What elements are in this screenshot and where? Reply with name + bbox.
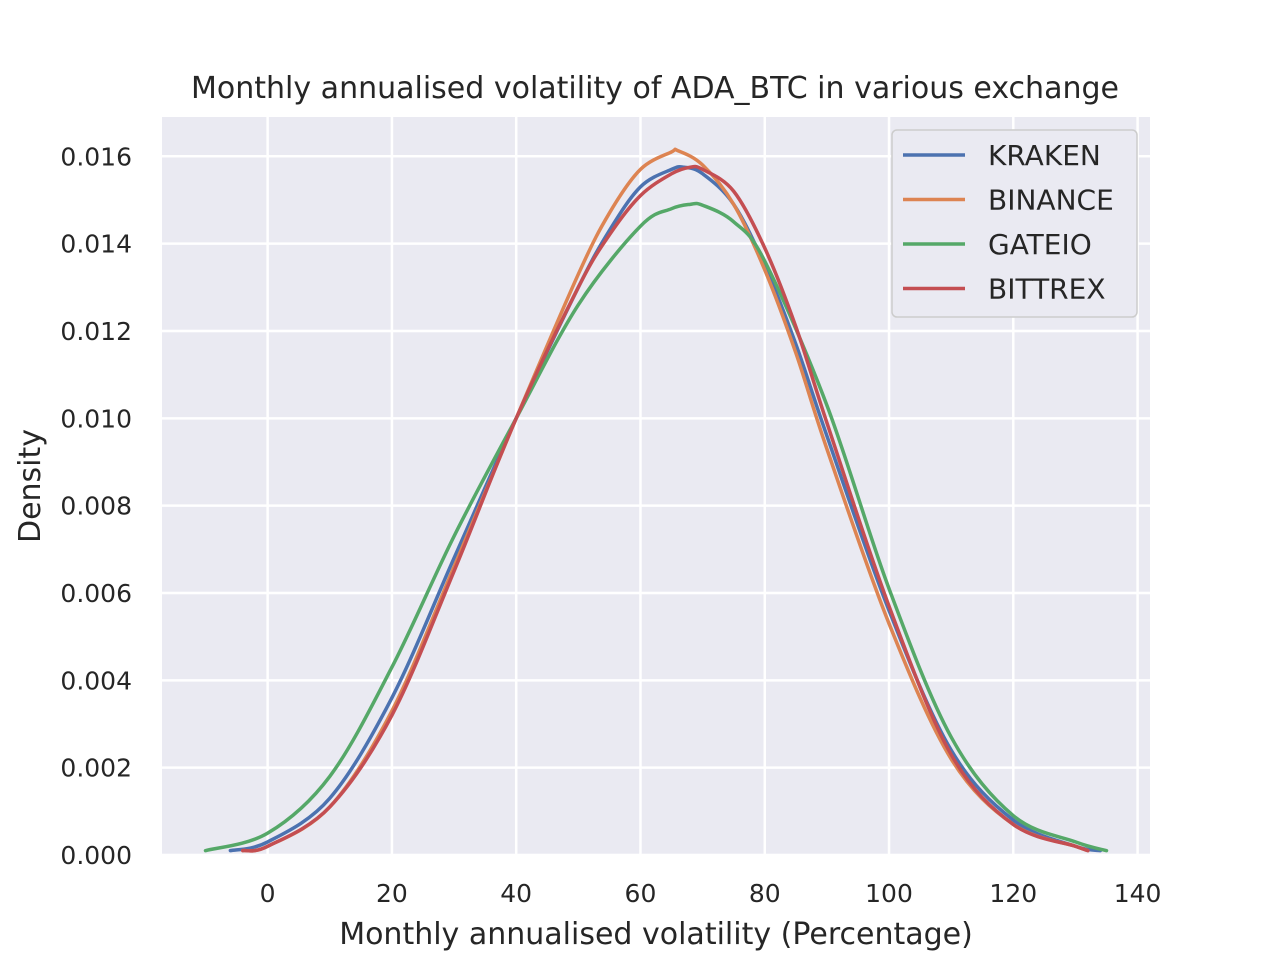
- x-tick-label: 40: [500, 879, 532, 908]
- x-tick-label: 20: [376, 879, 408, 908]
- x-tick-label: 0: [260, 879, 276, 908]
- chart-title: Monthly annualised volatility of ADA_BTC…: [191, 71, 1119, 106]
- y-tick-label: 0.000: [60, 841, 132, 870]
- x-tick-label: 80: [749, 879, 781, 908]
- series-line-gateio: [203, 201, 1109, 853]
- series-line-binance: [241, 147, 1090, 853]
- y-tick-labels: 0.000 0.002 0.004 0.006 0.008 0.010 0.012 0.014…: [60, 142, 132, 870]
- legend: KRAKEN BINANCE GATEIO BITTREX: [891, 129, 1138, 318]
- x-tick-labels: 0 20 40 60 80 100 120 140: [260, 879, 1162, 908]
- y-tick-label: 0.014: [60, 230, 132, 259]
- y-tick-label: 0.010: [60, 404, 132, 433]
- y-tick-label: 0.008: [60, 492, 132, 521]
- x-axis-label: Monthly annualised volatility (Percentag…: [339, 917, 973, 952]
- legend-box: [891, 129, 1138, 318]
- legend-label-kraken: KRAKEN: [988, 139, 1101, 172]
- legend-label-bittrex: BITTREX: [988, 273, 1106, 306]
- y-tick-label: 0.006: [60, 579, 132, 608]
- density-curves: [203, 147, 1109, 853]
- x-tick-label: 60: [625, 879, 657, 908]
- series-line-bittrex: [241, 164, 1090, 853]
- y-tick-label: 0.002: [60, 754, 132, 783]
- y-tick-label: 0.012: [60, 317, 132, 346]
- y-axis-label: Density: [13, 429, 48, 543]
- y-tick-label: 0.016: [60, 142, 132, 171]
- legend-label-gateio: GATEIO: [988, 228, 1092, 261]
- y-tick-label: 0.004: [60, 666, 132, 695]
- x-tick-label: 120: [989, 879, 1037, 908]
- x-tick-label: 100: [865, 879, 913, 908]
- legend-label-binance: BINANCE: [988, 184, 1114, 217]
- x-tick-label: 140: [1114, 879, 1162, 908]
